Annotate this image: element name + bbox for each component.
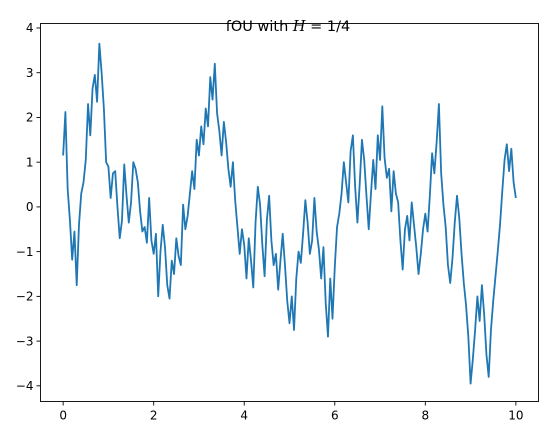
x-tick-label: 0	[59, 409, 67, 423]
chart-title-variable: H	[292, 19, 306, 35]
x-tick-label: 2	[150, 409, 158, 423]
y-tick-label: −2	[16, 290, 34, 304]
ticks-layer: 0 2 4 6 8 10 −4 −3 −2 −1 0 1 2 3 4	[16, 21, 524, 422]
series-layer	[62, 42, 517, 385]
chart-title: fOU with H = 1/4	[226, 19, 351, 35]
x-tick-label: 4	[240, 409, 248, 423]
y-tick-label: −1	[16, 245, 34, 259]
y-tick-label: 0	[26, 200, 34, 214]
x-tick-label: 8	[421, 409, 429, 423]
y-tick-label: 2	[26, 111, 34, 125]
y-tick-label: 4	[26, 21, 34, 35]
y-tick-label: 1	[26, 155, 34, 169]
series-line-0	[62, 42, 517, 385]
x-tick-label: 6	[331, 409, 339, 423]
chart-title-suffix: = 1/4	[306, 19, 351, 35]
x-tick-label: 10	[508, 409, 523, 423]
plot-frame	[40, 23, 539, 402]
chart-title-prefix: fOU with	[226, 19, 293, 35]
y-tick-label: 3	[26, 66, 34, 80]
y-tick-label: −3	[16, 334, 34, 348]
y-tick-label: −4	[16, 379, 34, 393]
